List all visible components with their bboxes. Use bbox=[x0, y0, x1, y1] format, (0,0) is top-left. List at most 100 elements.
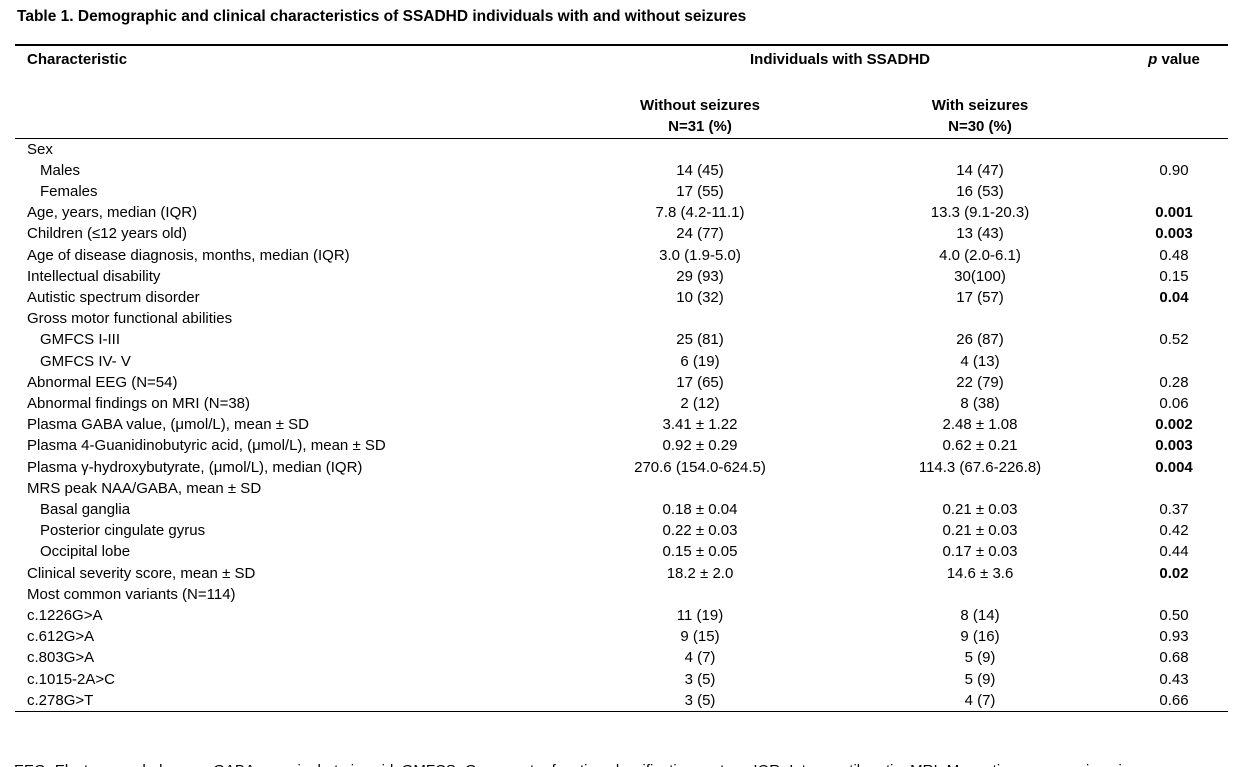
with-seizures-label: With seizures bbox=[931, 97, 1029, 114]
characteristic-cell: Abnormal EEG (N=54) bbox=[27, 373, 178, 391]
p-value-cell bbox=[1120, 351, 1228, 372]
header-without-seizures: Without seizures N=31 (%) bbox=[560, 95, 840, 138]
without-seizures-label: Without seizures bbox=[640, 97, 760, 114]
with-seizures-cell: 13.3 (9.1-20.3) bbox=[930, 204, 1030, 222]
without-seizures-cell: 17 (65) bbox=[676, 373, 724, 391]
p-value-cell: 0.90 bbox=[1159, 161, 1189, 179]
table-row: Age of disease diagnosis, months, median… bbox=[15, 245, 1228, 266]
characteristic-cell: Posterior cingulate gyrus bbox=[40, 522, 206, 540]
without-seizures-cell: 11 (19) bbox=[676, 607, 724, 625]
p-value-cell: 0.50 bbox=[1159, 607, 1189, 625]
table-row: GMFCS IV- V 6 (19) 4 (13) bbox=[15, 351, 1228, 372]
header-empty-left bbox=[15, 95, 560, 138]
p-value-cell: 0.42 bbox=[1159, 522, 1189, 540]
table-row: c.1015-2A>C 3 (5) 5 (9) 0.43 bbox=[15, 669, 1228, 690]
p-value-cell bbox=[1120, 478, 1228, 499]
with-seizures-cell: 4.0 (2.0-6.1) bbox=[939, 246, 1021, 264]
table-row: Posterior cingulate gyrus 0.22 ± 0.03 0.21… bbox=[15, 520, 1228, 541]
p-value-cell bbox=[1120, 138, 1228, 160]
header-empty-right bbox=[1120, 95, 1228, 138]
characteristic-cell: Intellectual disability bbox=[27, 267, 161, 285]
without-seizures-cell: 29 (93) bbox=[676, 267, 724, 285]
without-seizures-cell: 0.22 ± 0.03 bbox=[662, 522, 738, 540]
p-value-cell: 0.48 bbox=[1159, 246, 1189, 264]
header-row-1: Characteristic Individuals with SSADHD p… bbox=[15, 45, 1228, 95]
with-seizures-cell bbox=[840, 584, 1120, 605]
without-seizures-cell: 25 (81) bbox=[676, 331, 724, 349]
without-seizures-cell: 24 (77) bbox=[676, 225, 724, 243]
with-seizures-cell: 14 (47) bbox=[956, 161, 1004, 179]
without-seizures-cell: 6 (19) bbox=[680, 352, 720, 370]
characteristic-cell: Autistic spectrum disorder bbox=[27, 289, 200, 307]
table-title: Table 1. Demographic and clinical charac… bbox=[17, 8, 747, 25]
without-seizures-cell: 270.6 (154.0-624.5) bbox=[634, 458, 766, 476]
without-seizures-cell: 14 (45) bbox=[676, 161, 724, 179]
p-value-cell: 0.002 bbox=[1155, 416, 1193, 434]
characteristic-cell: c.612G>A bbox=[27, 628, 95, 646]
with-seizures-cell: 0.21 ± 0.03 bbox=[942, 501, 1018, 519]
table-row: Abnormal findings on MRI (N=38) 2 (12) 8 (… bbox=[15, 393, 1228, 414]
table-row: c.278G>T 3 (5) 4 (7) 0.66 bbox=[15, 690, 1228, 712]
table-row: Most common variants (N=114) bbox=[15, 584, 1228, 605]
p-value-cell: 0.68 bbox=[1159, 649, 1189, 667]
p-value-cell: 0.04 bbox=[1159, 289, 1189, 307]
p-value-cell: 0.44 bbox=[1159, 543, 1189, 561]
with-seizures-cell: 4 (13) bbox=[960, 352, 1000, 370]
without-seizures-cell: 3.0 (1.9-5.0) bbox=[659, 246, 741, 264]
characteristic-cell: Age, years, median (IQR) bbox=[27, 204, 198, 222]
without-seizures-cell: 7.8 (4.2-11.1) bbox=[655, 204, 745, 222]
p-value-cell: 0.93 bbox=[1159, 628, 1189, 646]
with-seizures-cell: 0.62 ± 0.21 bbox=[942, 437, 1018, 455]
with-seizures-cell: 114.3 (67.6-226.8) bbox=[918, 458, 1042, 476]
with-seizures-cell: 8 (14) bbox=[960, 607, 1000, 625]
characteristic-cell: c.1226G>A bbox=[27, 607, 103, 625]
with-seizures-cell: 26 (87) bbox=[956, 331, 1004, 349]
p-value-cell: 0.06 bbox=[1159, 395, 1189, 413]
without-seizures-cell: 18.2 ± 2.0 bbox=[666, 564, 734, 582]
header-p-value: p value bbox=[1120, 45, 1228, 95]
p-value-cell: 0.004 bbox=[1155, 458, 1193, 476]
with-seizures-cell: 30(100) bbox=[954, 267, 1006, 285]
p-value-cell: 0.52 bbox=[1159, 331, 1189, 349]
with-seizures-cell bbox=[840, 138, 1120, 160]
characteristic-cell: c.1015-2A>C bbox=[27, 670, 115, 688]
table-header: Characteristic Individuals with SSADHD p… bbox=[15, 45, 1229, 139]
p-value-cell: 0.003 bbox=[1155, 225, 1193, 243]
without-seizures-cell bbox=[560, 478, 840, 499]
p-value-cell: 0.28 bbox=[1159, 373, 1189, 391]
header-row-2: Without seizures N=31 (%) With seizures … bbox=[15, 95, 1228, 138]
characteristic-cell: GMFCS IV- V bbox=[40, 352, 131, 370]
table-row: Intellectual disability 29 (93) 30(100) 0.1… bbox=[15, 266, 1228, 287]
table-row: Autistic spectrum disorder 10 (32) 17 (57)… bbox=[15, 287, 1228, 308]
characteristic-cell: c.278G>T bbox=[27, 691, 94, 709]
without-seizures-cell: 2 (12) bbox=[680, 395, 720, 413]
characteristic-cell: Males bbox=[40, 161, 81, 179]
characteristic-cell: Basal ganglia bbox=[40, 501, 131, 519]
with-seizures-cell: 0.17 ± 0.03 bbox=[942, 543, 1018, 561]
table-row: Males 14 (45) 14 (47) 0.90 bbox=[15, 160, 1228, 181]
characteristic-cell: Plasma γ-hydroxybutyrate, (μmol/L), medi… bbox=[27, 458, 363, 476]
table-row: c.1226G>A 11 (19) 8 (14) 0.50 bbox=[15, 605, 1228, 626]
p-value-cell: 0.15 bbox=[1159, 267, 1189, 285]
table-row: Age, years, median (IQR) 7.8 (4.2-11.1) 13… bbox=[15, 202, 1228, 223]
p-value-label: value bbox=[1157, 51, 1200, 68]
p-value-cell bbox=[1120, 308, 1228, 329]
characteristic-cell: GMFCS I-III bbox=[40, 331, 120, 349]
with-seizures-cell bbox=[840, 478, 1120, 499]
with-seizures-cell: 22 (79) bbox=[956, 373, 1004, 391]
table-row: Clinical severity score, mean ± SD 18.2 ±… bbox=[15, 563, 1228, 584]
p-value-cell bbox=[1120, 584, 1228, 605]
table-row: MRS peak NAA/GABA, mean ± SD bbox=[15, 478, 1228, 499]
with-seizures-cell: 8 (38) bbox=[960, 395, 1000, 413]
p-value-cell: 0.66 bbox=[1159, 691, 1189, 709]
without-seizures-cell: 0.18 ± 0.04 bbox=[662, 501, 738, 519]
header-group: Individuals with SSADHD bbox=[750, 51, 931, 68]
characteristic-cell: Gross motor functional abilities bbox=[27, 310, 233, 328]
table-row: Plasma GABA value, (μmol/L), mean ± SD 3.… bbox=[15, 414, 1228, 435]
p-value-cell: 0.001 bbox=[1155, 204, 1193, 222]
header-with-seizures: With seizures N=30 (%) bbox=[840, 95, 1120, 138]
characteristic-cell: Most common variants (N=114) bbox=[27, 585, 236, 603]
without-seizures-n: N=31 (%) bbox=[668, 118, 732, 136]
with-seizures-cell: 13 (43) bbox=[956, 225, 1004, 243]
